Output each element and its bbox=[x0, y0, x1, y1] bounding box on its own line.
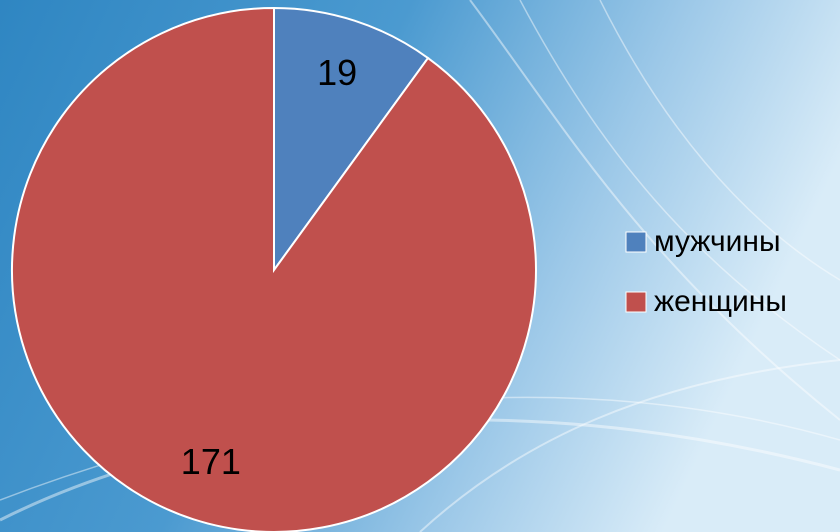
pie: 19 171 bbox=[11, 6, 537, 532]
data-label: 19 bbox=[317, 52, 357, 93]
data-label: 171 bbox=[181, 441, 241, 482]
legend-swatch bbox=[625, 231, 647, 253]
legend-swatch bbox=[625, 291, 647, 313]
pie-slice bbox=[11, 6, 537, 532]
legend-label: мужчины bbox=[654, 225, 781, 258]
pie-slice bbox=[273, 6, 430, 274]
legend-label: женщины bbox=[654, 285, 787, 318]
legend: мужчины женщины bbox=[625, 225, 787, 318]
